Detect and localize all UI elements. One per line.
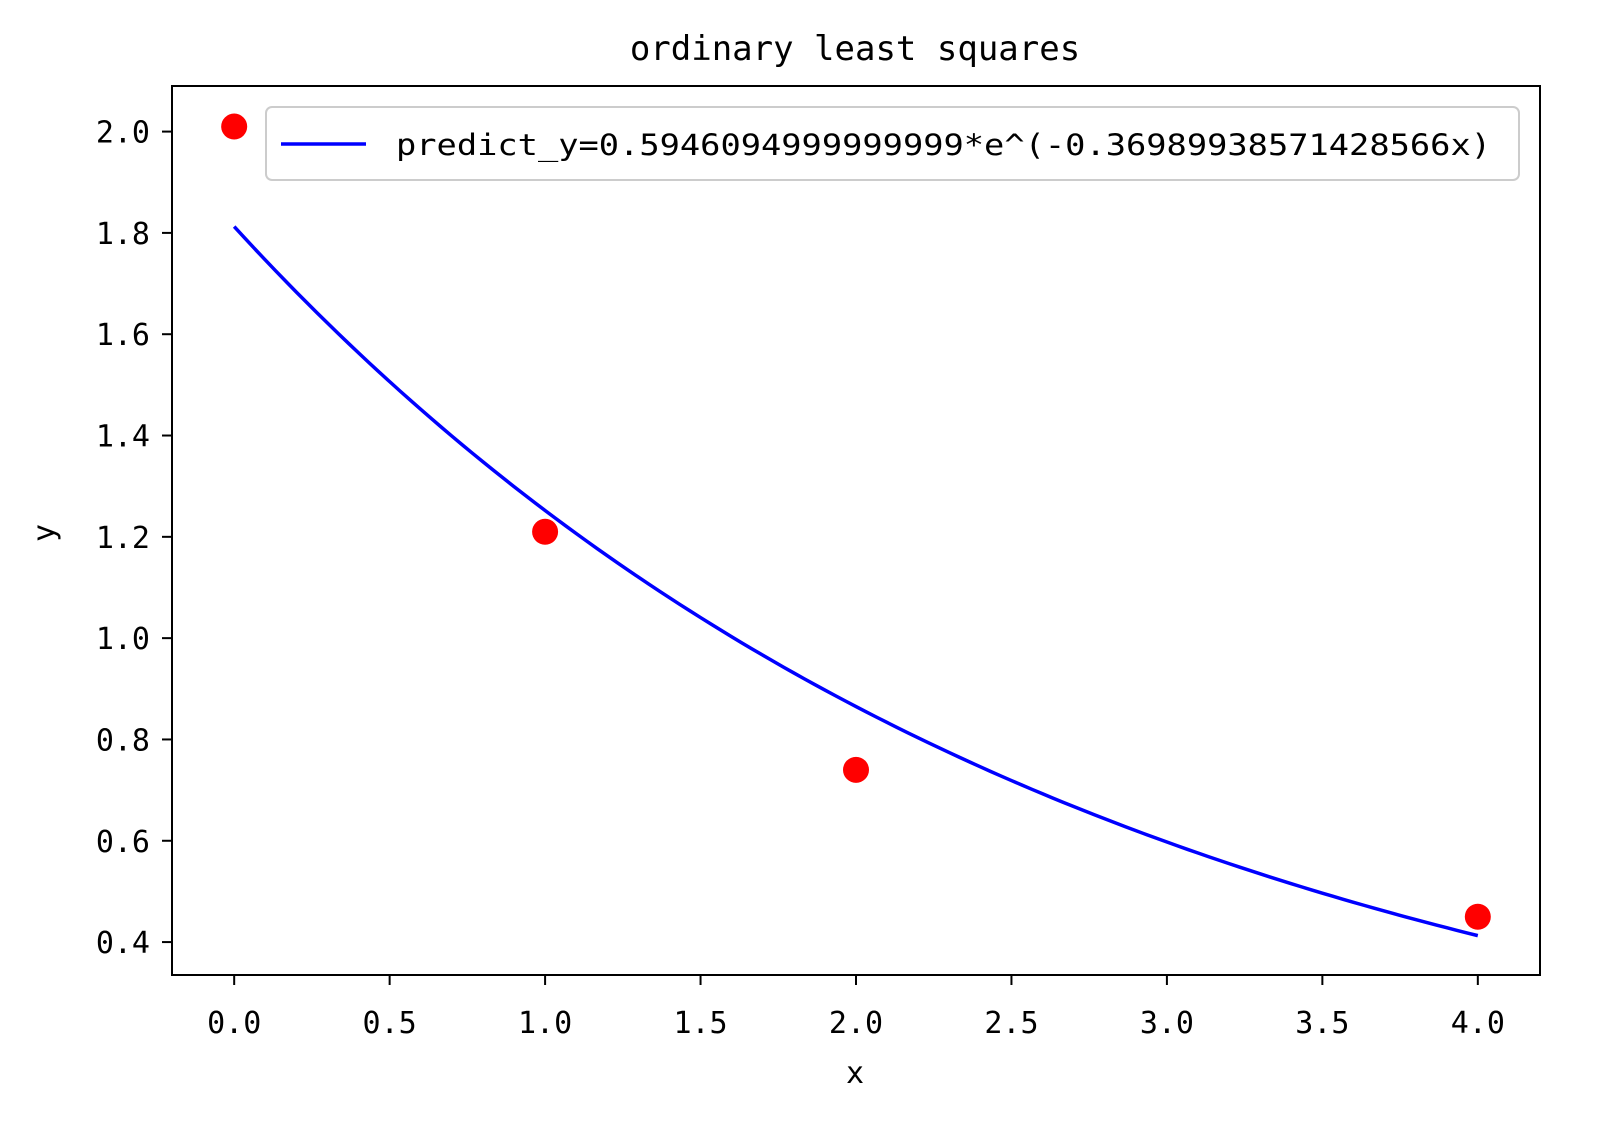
plot-area <box>171 85 1541 976</box>
y-tick-label: 1.8 <box>96 217 150 252</box>
y-axis: 0.4 0.6 0.8 1.0 1.2 1.4 1.6 1.8 2.0 <box>96 116 172 961</box>
data-point <box>843 756 869 783</box>
x-tick-label: 2.0 <box>829 1006 883 1041</box>
x-tick-label: 0.0 <box>207 1006 261 1041</box>
x-axis-label: x <box>846 1056 864 1091</box>
data-point <box>221 113 248 140</box>
x-tick-label: 4.0 <box>1451 1006 1505 1041</box>
x-tick-label: 1.0 <box>518 1006 572 1041</box>
x-tick-label: 0.5 <box>363 1006 417 1041</box>
y-tick-label: 1.6 <box>96 318 150 353</box>
y-tick-label: 0.6 <box>96 825 150 860</box>
y-tick-label: 0.4 <box>96 926 150 961</box>
y-tick-label: 1.2 <box>96 521 150 556</box>
legend-label: predict_y=0.5946094999999999*e^(-0.36989… <box>396 128 1491 163</box>
y-tick-label: 1.0 <box>96 622 150 657</box>
y-tick-label: 1.4 <box>96 420 150 455</box>
x-tick-label: 1.5 <box>673 1006 727 1041</box>
data-point <box>532 518 559 545</box>
y-tick-label: 0.8 <box>96 723 150 758</box>
x-tick-label: 3.5 <box>1295 1006 1349 1041</box>
data-point <box>1464 903 1491 930</box>
x-tick-label: 2.5 <box>984 1006 1038 1041</box>
y-tick-label: 2.0 <box>96 116 150 151</box>
x-axis: 0.0 0.5 1.0 1.5 2.0 2.5 3.0 3.5 4.0 <box>207 975 1505 1041</box>
x-tick-label: 3.0 <box>1140 1006 1194 1041</box>
plot-frame <box>171 85 1541 976</box>
chart-title: ordinary least squares <box>630 29 1080 69</box>
legend-box <box>265 106 1520 181</box>
fit-curve <box>232 225 1479 938</box>
y-axis-label: y <box>27 524 62 542</box>
legend: predict_y=0.5946094999999999*e^(-0.36989… <box>265 106 1520 181</box>
